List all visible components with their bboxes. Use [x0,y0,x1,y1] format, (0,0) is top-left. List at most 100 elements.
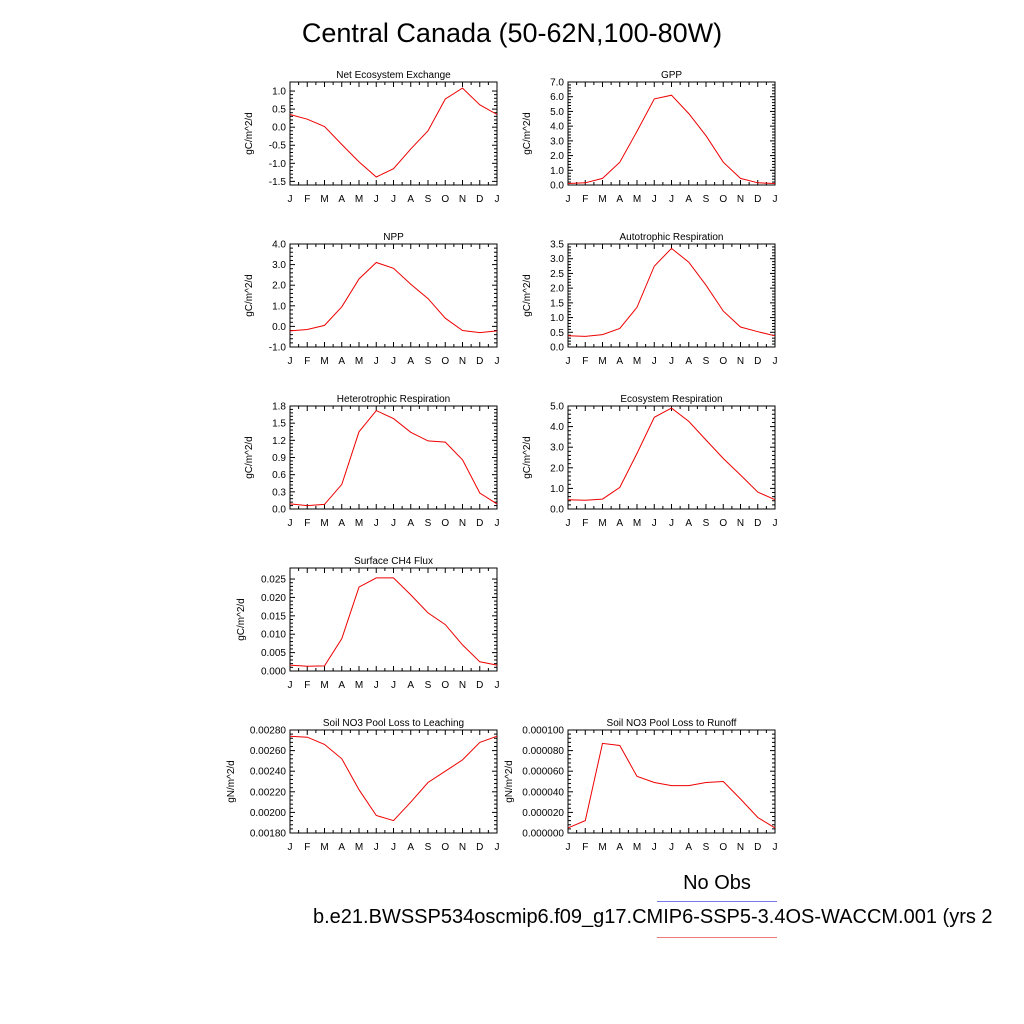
y-tick-label: 0.00260 [250,746,287,757]
plot-frame [289,729,498,834]
x-tick-label: O [441,194,449,205]
y-tick-label: 0.015 [261,611,286,622]
y-tick-label: 0.0 [550,181,564,192]
x-tick-label: J [391,518,396,529]
x-tick-label: J [773,518,778,529]
y-axis-label: gC/m^2/d [244,436,255,479]
x-tick-label: D [476,518,483,529]
x-tick-label: S [703,356,710,367]
x-tick-label: M [320,518,328,529]
x-tick-label: J [495,680,500,691]
y-tick-label: 0.0 [550,343,564,354]
x-tick-label: A [407,194,414,205]
x-tick-label: J [566,194,571,205]
y-tick-label: 1.2 [272,436,286,447]
y-tick-label: 3.0 [550,254,564,265]
x-tick-label: J [288,680,293,691]
x-tick-label: M [355,680,363,691]
x-tick-label: J [288,356,293,367]
x-tick-label: M [598,518,606,529]
y-tick-label: 4.0 [272,240,286,251]
x-tick-label: A [338,842,345,853]
x-tick-label: A [616,194,623,205]
x-tick-label: M [320,356,328,367]
x-tick-label: A [685,194,692,205]
y-tick-label: 1.5 [550,298,564,309]
y-tick-label: 5.0 [550,402,564,413]
x-tick-label: O [441,518,449,529]
page-title: Central Canada (50-62N,100-80W) [301,18,723,48]
x-tick-label: N [737,356,744,367]
x-tick-label: J [652,518,657,529]
x-tick-label: M [633,842,641,853]
x-tick-label: J [288,194,293,205]
y-axis-label: gC/m^2/d [522,274,533,317]
x-tick-label: A [338,356,345,367]
x-tick-label: J [773,194,778,205]
y-tick-label: 2.0 [550,151,564,162]
legend-case-label: b.e21.BWSSP534oscmip6.f09_g17.CMIP6-SSP5… [313,906,993,928]
y-tick-label: -0.5 [269,141,287,152]
x-tick-label: J [374,680,379,691]
y-tick-label: 0.0 [272,123,286,134]
x-tick-label: J [288,518,293,529]
series-line [289,577,498,667]
x-tick-label: S [425,194,432,205]
x-tick-label: M [320,194,328,205]
y-tick-label: 0.9 [272,453,286,464]
x-tick-label: J [566,842,571,853]
x-tick-label: A [616,518,623,529]
panel-title: Ecosystem Respiration [620,394,722,405]
x-tick-label: J [374,842,379,853]
x-tick-label: J [669,842,674,853]
plot-frame [567,243,776,348]
x-tick-label: M [598,194,606,205]
x-tick-label: J [391,194,396,205]
x-tick-label: M [598,842,606,853]
chart-panel: J F M A M J J A S O N D J0.01.02.03.04.05.0Ecosystem… [522,394,778,529]
y-tick-label: 4.0 [550,422,564,433]
x-tick-label: S [425,680,432,691]
x-tick-label: J [495,194,500,205]
y-tick-label: 1.0 [272,301,286,312]
x-tick-label: D [476,194,483,205]
x-tick-label: O [441,356,449,367]
y-tick-label: -1.0 [269,159,287,170]
x-tick-label: F [304,680,310,691]
y-tick-label: 2.0 [272,281,286,292]
chart-panel: J F M A M J J A S O N D J0.00.30.60.91.21.51.8Hetero… [244,394,500,529]
y-tick-label: 4.0 [550,122,564,133]
x-tick-label: O [719,842,727,853]
y-tick-label: 5.0 [550,107,564,118]
series-line [289,87,498,178]
series-line [567,407,776,501]
y-axis-label: gC/m^2/d [236,598,247,641]
x-tick-label: O [719,194,727,205]
x-tick-label: D [754,842,761,853]
y-tick-label: 0.3 [272,487,286,498]
y-tick-label: 0.0 [272,322,286,333]
x-tick-label: N [737,194,744,205]
chart-panel: J F M A M J J A S O N D J0.01.02.03.04.05.06.07.0GPP… [522,70,778,205]
y-tick-label: 2.0 [550,284,564,295]
y-tick-label: 0.000100 [522,726,564,737]
x-tick-label: S [703,518,710,529]
x-tick-label: N [459,194,466,205]
y-tick-label: 0.010 [261,630,286,641]
x-tick-label: S [703,194,710,205]
y-tick-label: 0.00200 [250,808,287,819]
x-tick-label: A [407,680,414,691]
y-tick-label: 1.5 [272,419,286,430]
panel-title: GPP [661,70,682,81]
plot-frame [289,81,498,186]
x-tick-label: F [304,842,310,853]
chart-panel: J F M A M J J A S O N D J0.0000000.0000200.0000400.0… [504,718,778,853]
y-tick-label: 0.020 [261,593,286,604]
y-tick-label: 0.5 [272,105,286,116]
x-tick-label: D [476,680,483,691]
x-tick-label: S [425,356,432,367]
x-tick-label: M [320,680,328,691]
y-tick-label: 0.6 [272,470,286,481]
chart-panel: J F M A M J J A S O N D J0.001800.002000.002200.0024… [226,718,500,853]
plot-frame [567,729,776,834]
